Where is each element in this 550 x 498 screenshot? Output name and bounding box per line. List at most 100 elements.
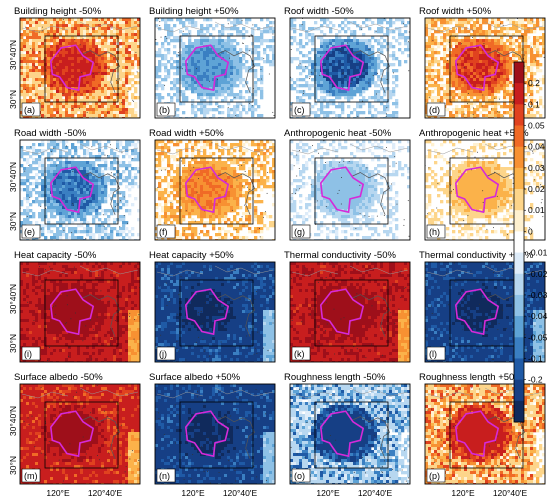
inner-domain-box [44, 157, 119, 225]
inner-domain-box [179, 401, 254, 469]
colorbar-segment [514, 167, 524, 190]
inner-domain-box [314, 401, 389, 469]
panel-a: Building height -50% (a) 30°40'N 30°N [8, 6, 141, 119]
panel-p: Roughness length +50% (p) 120°E 120°40'E [419, 372, 546, 498]
panel-label: (e) [21, 224, 41, 239]
panel-title: Roof width -50% [284, 6, 354, 17]
colorbar-label: 0.05 [528, 121, 545, 131]
panel-title: Building height -50% [14, 6, 102, 17]
colorbar-label: -0.2 [528, 375, 543, 385]
urban-boundary [454, 410, 500, 458]
urban-boundary [49, 288, 95, 336]
panel-label: (p) [426, 468, 446, 483]
panel-label: (g) [291, 224, 311, 239]
urban-boundary [319, 288, 365, 336]
colorbar-segment [514, 358, 524, 380]
colorbar-label: 0.02 [528, 184, 545, 194]
urban-boundary [319, 44, 365, 92]
colorbar-segment [514, 231, 524, 253]
panel-d: Roof width +50% (d) [419, 6, 546, 119]
colorbar-segment [514, 316, 524, 338]
inner-domain-box [314, 157, 389, 225]
urban-boundary [454, 288, 500, 336]
x-tick-label: 120°E [181, 488, 205, 498]
panel-h: Anthropogenic heat +50% (h) [419, 128, 546, 241]
panel-title: Building height +50% [149, 6, 239, 17]
panel-title: Thermal conductivity +50% [419, 250, 534, 261]
y-tick-label: 30°N [8, 90, 18, 109]
svg-text:(a): (a) [24, 105, 35, 115]
x-tick-label: 120°40'E [88, 488, 123, 498]
colorbar-segment [514, 125, 524, 148]
panel-g: Anthropogenic heat -50% (g) [284, 128, 411, 241]
panel-label: (l) [426, 346, 446, 361]
colorbar-segment [514, 146, 524, 169]
colorbar: 0.2 0.1 0.05 0.04 0.03 0.02 0.01 0 -0.01 -0.02 -0.… [513, 61, 548, 423]
panel-c: Roof width -50% (c) [284, 6, 411, 119]
x-tick-label: 120°40'E [358, 488, 393, 498]
urban-boundary [49, 44, 95, 92]
colorbar-label: -0.03 [528, 290, 548, 300]
panel-label: (n) [156, 468, 176, 483]
colorbar-segment [514, 273, 524, 296]
panel-label: (h) [426, 224, 446, 239]
y-tick-label: 30°N [8, 456, 18, 475]
panel-e: Road width -50% (e) 30°40'N 30°N [8, 128, 141, 241]
panel-title: Surface albedo -50% [14, 372, 103, 383]
y-tick-label: 30°40'N [8, 406, 18, 436]
urban-boundary [184, 44, 230, 92]
colorbar-label: 0.2 [528, 78, 540, 88]
colorbar-label: 0 [528, 226, 533, 236]
field [20, 262, 140, 362]
panel-label: (d) [426, 102, 446, 117]
panel-title: Anthropogenic heat +50% [419, 128, 529, 139]
panel-label: (f) [156, 224, 176, 239]
panel-title: Anthropogenic heat -50% [284, 128, 392, 139]
panel-label: (k) [291, 346, 311, 361]
colorbar-segment [514, 400, 524, 423]
inner-domain-box [44, 35, 119, 103]
panel-l: Thermal conductivity +50% (l) [419, 250, 546, 363]
colorbar-label: -0.1 [528, 353, 543, 363]
panel-label: (i) [21, 346, 41, 361]
x-tick-label: 120°E [46, 488, 70, 498]
urban-boundary [184, 410, 230, 458]
colorbar-segment [514, 294, 524, 317]
inner-domain-box [314, 35, 389, 103]
panel-label: (a) [21, 102, 41, 117]
colorbar-label: 0.1 [528, 99, 540, 109]
panel-o: Roughness length -50% (o) 120°E 120°40'E [284, 372, 411, 498]
panel-title: Surface albedo +50% [149, 372, 241, 383]
panel-title: Heat capacity -50% [14, 250, 97, 261]
field [425, 140, 545, 240]
colorbar-label: -0.01 [528, 248, 548, 258]
urban-boundary [184, 288, 230, 336]
field [155, 140, 275, 240]
y-tick-label: 30°40'N [8, 162, 18, 192]
colorbar-label: -0.04 [528, 311, 548, 321]
svg-text:(b): (b) [159, 105, 170, 115]
colorbar-segment [514, 83, 524, 105]
colorbar-segment [514, 62, 524, 84]
panel-b: Building height +50% (b) [149, 6, 276, 119]
panel-label: (c) [291, 102, 311, 117]
x-tick-label: 120°40'E [493, 488, 528, 498]
panel-title: Roughness length -50% [284, 372, 386, 383]
panel-n: Surface albedo +50% (n) 120°E 120°40'E [149, 372, 276, 498]
colorbar-segment [514, 337, 524, 359]
x-tick-label: 120°E [316, 488, 340, 498]
panel-m: Surface albedo -50% (m) 30°40'N 30°N 120°E 12… [8, 372, 141, 498]
panel-label: (m) [21, 468, 41, 483]
panel-j: Heat capacity +50% (j) [149, 250, 276, 363]
panel-title: Road width +50% [149, 128, 224, 139]
panel-title: Roughness length +50% [419, 372, 523, 383]
panel-k: Thermal conductivity -50% (k) [284, 250, 411, 363]
x-tick-label: 120°40'E [223, 488, 258, 498]
urban-boundary [49, 166, 95, 214]
inner-domain-box [44, 401, 119, 469]
svg-text:(c): (c) [294, 105, 305, 115]
y-tick-label: 30°N [8, 212, 18, 231]
field [20, 18, 140, 118]
panel-i: Heat capacity -50% (i) 30°40'N 30°N [8, 250, 141, 363]
panel-f: Road width +50% (f) [149, 128, 276, 241]
